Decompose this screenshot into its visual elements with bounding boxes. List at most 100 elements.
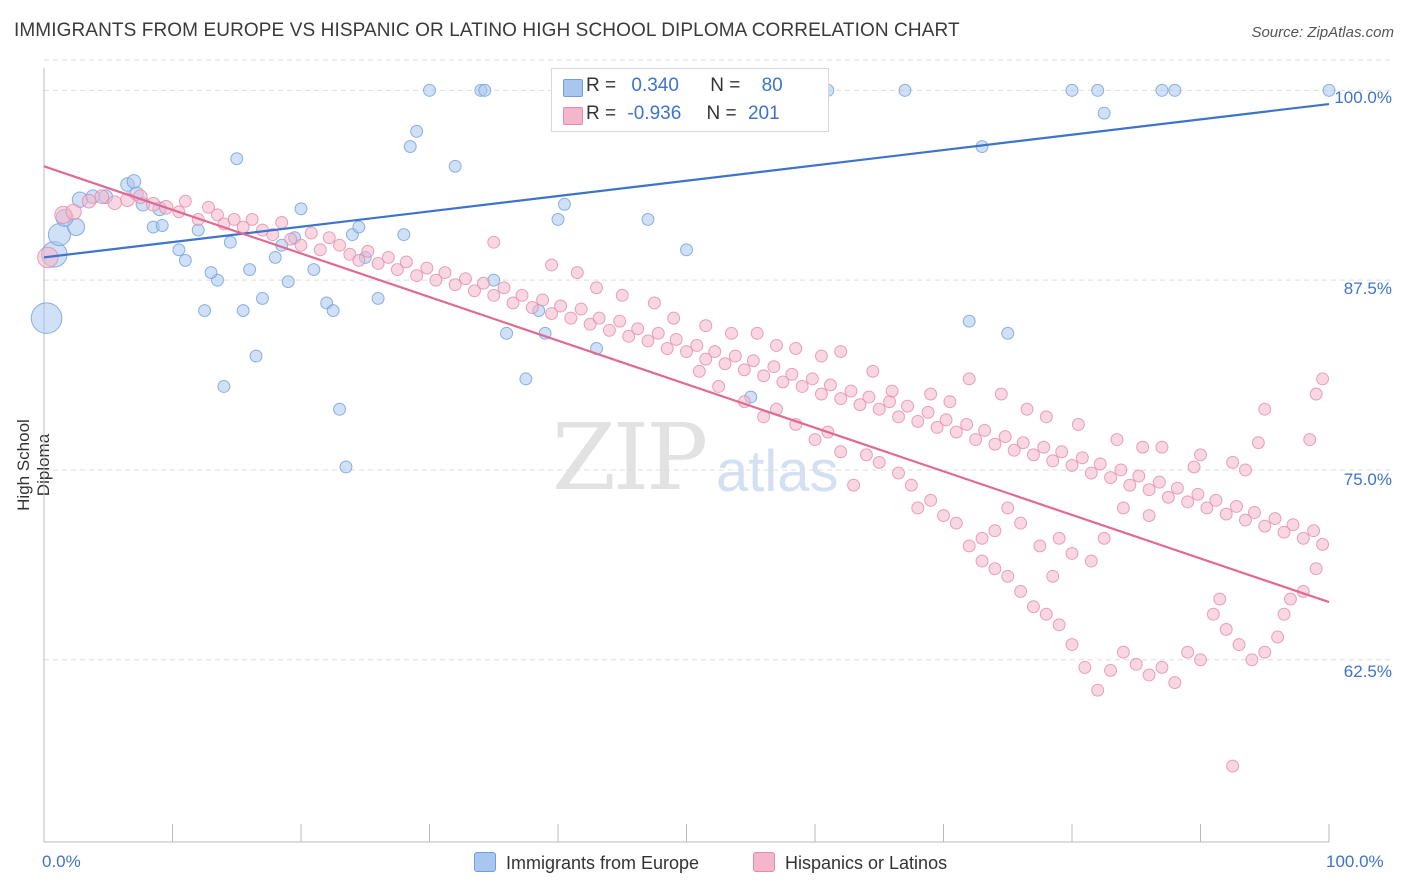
data-point-latino: [1114, 463, 1128, 477]
data-point-latino: [1239, 513, 1252, 527]
legend-label-europe: Immigrants from Europe: [506, 853, 700, 873]
chart-title: IMMIGRANTS FROM EUROPE VS HISPANIC OR LA…: [14, 20, 960, 41]
data-point-latino: [81, 193, 97, 209]
data-point-europe: [680, 243, 693, 257]
data-point-europe: [641, 212, 655, 226]
data-point-latino: [834, 445, 848, 459]
data-point-latino: [795, 380, 809, 393]
data-point-latino: [545, 258, 559, 272]
data-point-latino: [1268, 512, 1282, 526]
data-point-latino: [294, 238, 308, 252]
data-point-latino: [651, 326, 665, 340]
data-point-europe: [198, 304, 212, 317]
data-point-latino: [1037, 440, 1051, 454]
r-label: R =: [586, 75, 617, 96]
data-point-europe: [403, 140, 417, 154]
data-point-latino: [708, 345, 722, 358]
data-point-latino: [1258, 519, 1272, 533]
data-point-europe: [1168, 83, 1182, 97]
data-point-latino: [767, 360, 781, 374]
data-point-europe: [155, 219, 169, 232]
data-point-europe: [557, 197, 571, 211]
data-point-latino: [975, 554, 989, 568]
data-point-latino: [399, 255, 413, 269]
data-point-latino: [631, 322, 645, 336]
data-point-latino: [1170, 481, 1184, 495]
data-point-latino: [1232, 638, 1246, 652]
data-point-latino: [590, 281, 603, 295]
data-point-europe: [519, 372, 533, 386]
data-point-latino: [1033, 539, 1047, 553]
data-point-latino: [613, 314, 627, 328]
data-point-latino: [641, 334, 655, 348]
trend-line-europe: [43, 102, 1330, 259]
n-label: N =: [706, 103, 737, 124]
data-point-europe: [551, 212, 565, 226]
data-point-latino: [770, 339, 783, 352]
data-point-europe: [256, 291, 269, 305]
data-point-latino: [65, 203, 82, 220]
data-point-latino: [245, 212, 259, 226]
data-point-latino: [1258, 645, 1272, 659]
data-point-europe: [204, 266, 218, 280]
data-point-europe: [172, 243, 186, 257]
data-point-latino: [862, 390, 876, 404]
data-point-latino: [872, 455, 886, 469]
data-point-latino: [669, 332, 683, 346]
data-point-latino: [1155, 440, 1169, 454]
data-point-latino: [1027, 448, 1040, 462]
data-point-latino: [859, 448, 873, 462]
data-point-europe: [326, 304, 340, 317]
y-tick-label: 87.5%: [1343, 279, 1392, 298]
data-point-latino: [1303, 433, 1317, 447]
data-point-latino: [1136, 440, 1150, 454]
data-point-latino: [725, 326, 738, 340]
data-point-latino: [1194, 448, 1207, 462]
x-tick-label: 100.0%: [1326, 852, 1384, 871]
data-point-latino: [1209, 493, 1223, 507]
legend-swatch-blue: [474, 852, 496, 872]
data-point-latino: [690, 339, 704, 352]
data-point-europe: [294, 202, 308, 216]
data-point-europe: [333, 402, 346, 416]
data-point-latino: [1251, 436, 1265, 450]
data-point-latino: [371, 257, 385, 270]
data-point-latino: [1039, 607, 1053, 621]
data-point-latino: [1155, 660, 1169, 674]
y-tick-label: 62.5%: [1343, 662, 1392, 681]
data-point-latino: [885, 384, 899, 398]
data-point-latino: [1226, 759, 1240, 773]
data-point-latino: [574, 302, 588, 316]
data-point-latino: [904, 478, 918, 492]
data-point-latino: [333, 238, 346, 252]
data-point-europe: [339, 460, 353, 474]
data-point-latino: [1084, 554, 1098, 568]
data-point-latino: [1142, 668, 1156, 682]
data-point-latino: [525, 301, 539, 314]
data-point-latino: [487, 235, 501, 249]
watermark-zip: ZIP: [552, 404, 708, 511]
data-point-latino: [1142, 483, 1156, 497]
data-point-latino: [1245, 653, 1259, 667]
data-point-latino: [892, 466, 905, 480]
data-point-latino: [564, 311, 578, 325]
data-point-europe: [898, 83, 912, 97]
data-point-latino: [728, 349, 742, 363]
data-point-latino: [343, 247, 357, 261]
data-point-europe: [478, 83, 492, 97]
data-point-latino: [1084, 466, 1098, 480]
data-point-latino: [107, 195, 122, 211]
data-point-latino: [962, 372, 976, 386]
data-point-latino: [1230, 499, 1243, 513]
data-point-latino: [911, 414, 925, 428]
data-point-latino: [872, 402, 886, 416]
data-point-latino: [1007, 443, 1021, 457]
data-point-latino: [978, 424, 992, 437]
data-point-latino: [1200, 501, 1214, 515]
n-value: 80: [761, 75, 783, 96]
legend-swatch-blue: [563, 79, 583, 97]
data-point-latino: [1129, 657, 1143, 671]
data-point-latino: [1152, 475, 1166, 489]
legend-row-latino: R = -0.936 N = 201: [563, 103, 780, 127]
data-point-latino: [667, 311, 681, 325]
